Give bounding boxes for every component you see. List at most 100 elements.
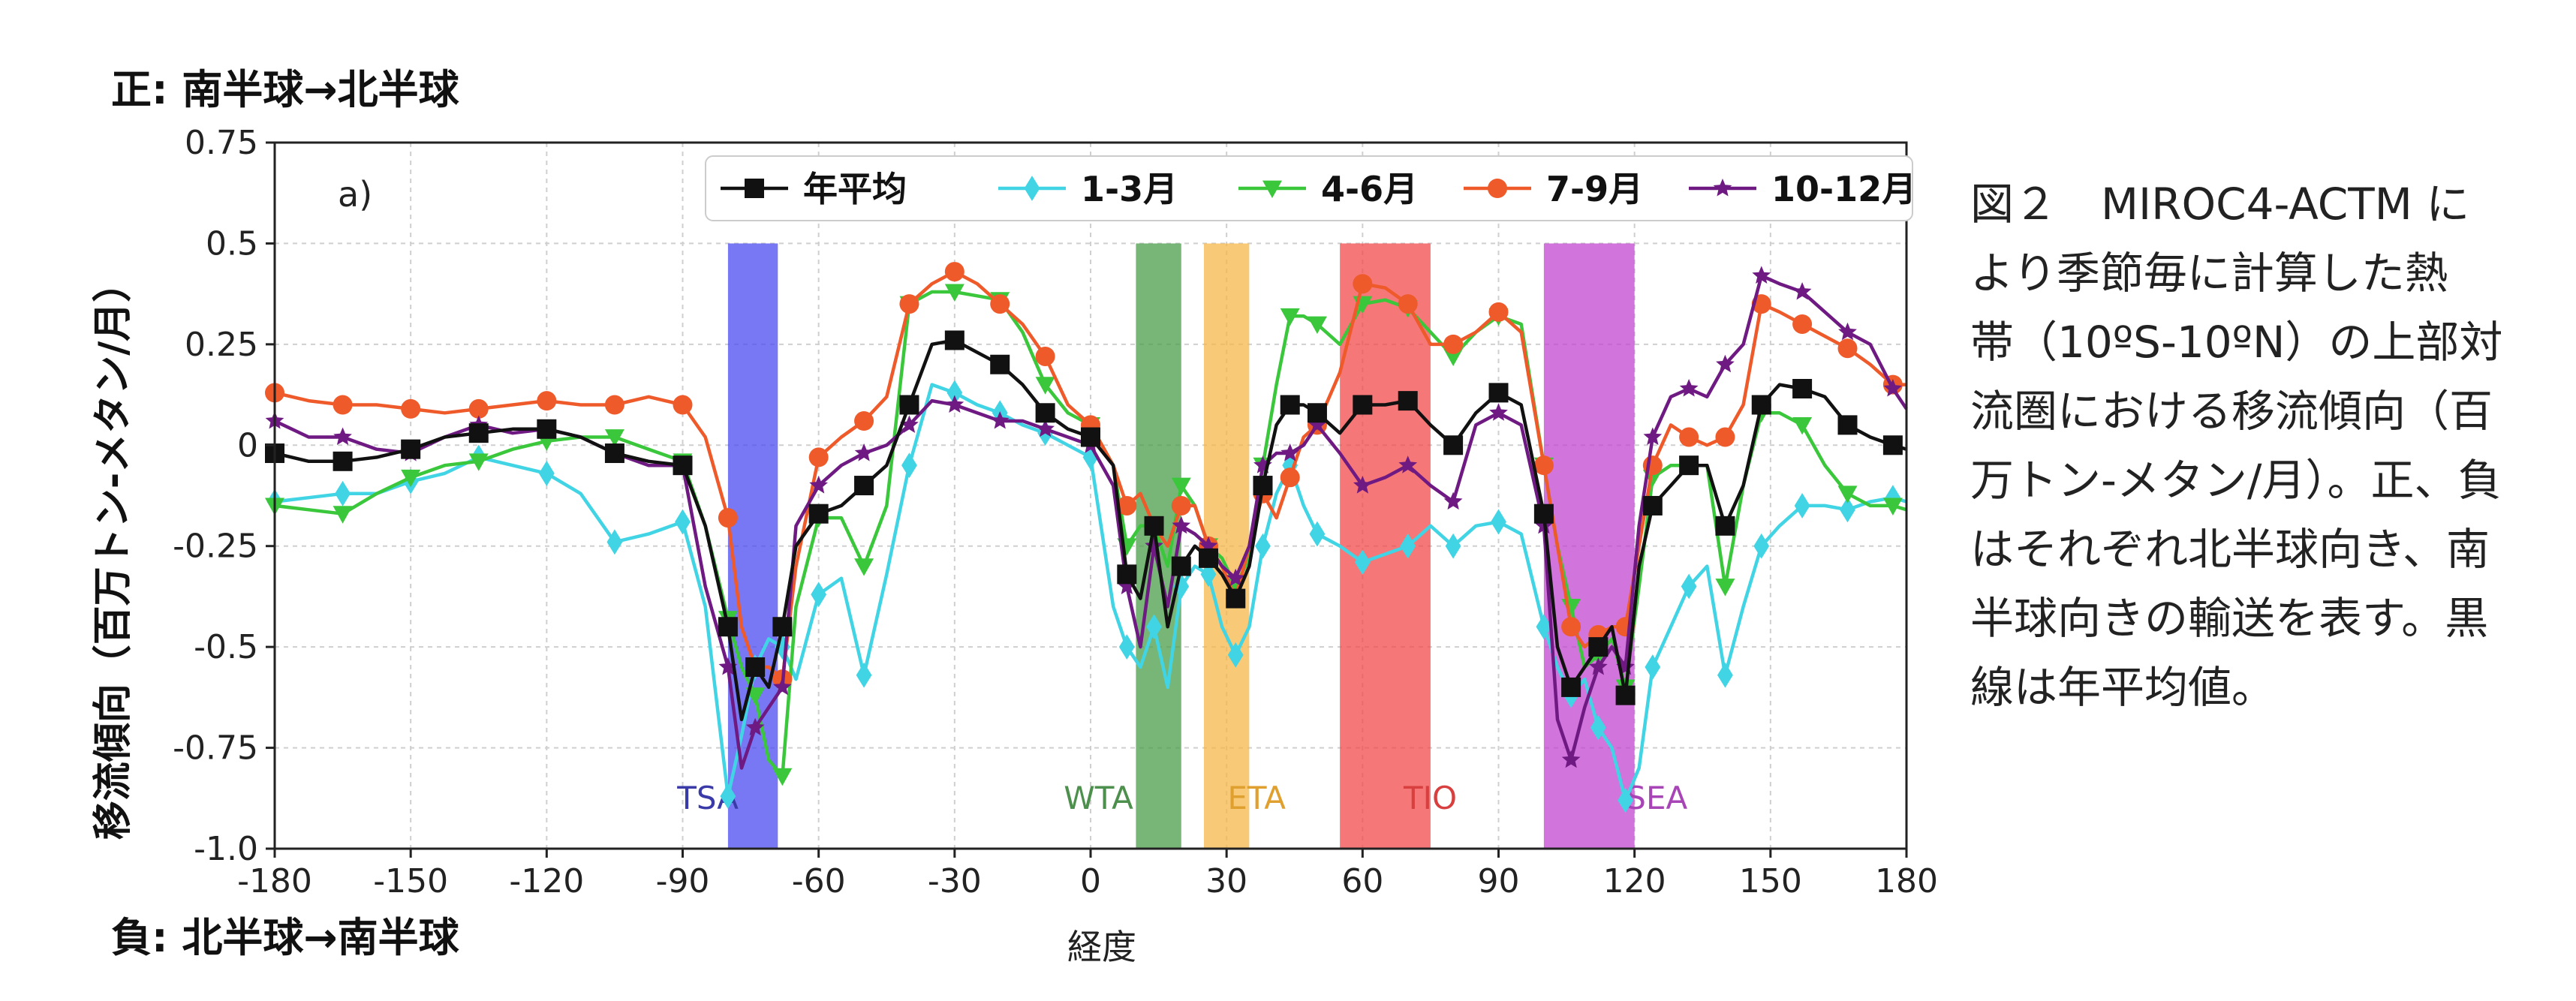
data-point	[811, 582, 827, 608]
negative-direction-note: 負: 北半球→南半球	[111, 914, 460, 961]
data-point	[1488, 383, 1509, 403]
data-point	[1561, 677, 1581, 697]
data-point	[990, 354, 1010, 374]
legend-label: 4-6月	[1321, 169, 1418, 209]
data-point	[1354, 549, 1371, 576]
data-point	[1753, 533, 1770, 559]
data-point	[773, 677, 792, 696]
data-point	[604, 395, 624, 415]
data-point	[673, 455, 693, 476]
data-point	[1882, 497, 1903, 516]
series-line-3	[274, 269, 1906, 681]
data-point	[1117, 495, 1137, 516]
data-point	[468, 453, 489, 471]
data-point	[1173, 573, 1190, 600]
data-point	[718, 617, 738, 637]
data-point	[1751, 395, 1771, 415]
data-point	[1533, 455, 1554, 476]
y-axis-label: 移流傾向（百万トン-メタン/月）	[91, 263, 136, 840]
caption-line: 図２ MIROC4-ACTM に	[1970, 179, 2470, 230]
x-tick-label: 120	[1603, 862, 1666, 900]
x-tick-label: -180	[237, 862, 312, 900]
legend-box	[705, 155, 1913, 221]
legend-marker	[1262, 180, 1282, 198]
data-point	[1118, 634, 1135, 660]
data-point	[772, 768, 793, 786]
legend-marker	[745, 179, 764, 198]
data-point	[1561, 750, 1581, 768]
data-point	[1489, 403, 1508, 421]
data-point	[901, 452, 917, 479]
data-point	[1200, 561, 1217, 588]
figure-caption: 図２ MIROC4-ACTM に より季節毎に計算した熱 帯（10ºS-10ºN…	[1970, 170, 2556, 722]
data-point	[1036, 419, 1055, 437]
data-point	[1443, 348, 1464, 366]
data-point	[1445, 533, 1461, 559]
series-line-1	[274, 383, 1907, 802]
caption-line: より季節毎に計算した熱	[1970, 248, 2448, 299]
data-point	[1353, 476, 1372, 494]
data-point	[1035, 403, 1055, 423]
data-point	[1398, 455, 1418, 473]
data-point	[537, 391, 557, 411]
data-point	[1588, 637, 1608, 657]
data-point	[673, 395, 693, 415]
data-point	[1645, 654, 1661, 680]
data-point	[1308, 415, 1327, 433]
panel-label: a)	[338, 174, 372, 215]
x-tick-label: 150	[1739, 862, 1802, 900]
data-point	[401, 439, 421, 459]
data-point	[718, 508, 738, 528]
data-point	[1681, 573, 1697, 600]
data-point	[468, 398, 489, 419]
data-point	[401, 469, 421, 488]
series-line-4	[274, 274, 1908, 770]
data-point	[401, 398, 421, 419]
data-point	[1837, 338, 1858, 359]
data-point	[1307, 403, 1327, 423]
data-point	[854, 411, 874, 431]
data-point	[745, 717, 765, 736]
data-point	[1792, 314, 1813, 334]
data-point	[604, 443, 624, 464]
data-point	[675, 509, 691, 535]
data-point	[1280, 395, 1300, 415]
caption-line: 万トン-メタン/月）。正、負	[1970, 455, 2502, 506]
data-point	[1715, 579, 1735, 597]
data-point	[945, 395, 964, 413]
data-point	[854, 443, 874, 461]
data-point	[1280, 308, 1300, 326]
data-point	[1643, 427, 1663, 445]
legend-marker	[1024, 176, 1040, 201]
data-point	[900, 415, 919, 433]
positive-direction-note: 正: 南半球→北半球	[111, 66, 460, 113]
data-point	[335, 480, 351, 507]
data-point	[333, 451, 353, 471]
data-point	[1590, 714, 1606, 741]
data-point	[1533, 504, 1554, 524]
data-point	[1679, 455, 1699, 476]
data-point	[944, 284, 964, 302]
data-point	[1752, 266, 1771, 284]
data-point	[538, 461, 555, 486]
data-point	[1353, 274, 1373, 294]
legend-label: 10-12月	[1771, 169, 1916, 209]
data-point	[1280, 467, 1300, 488]
data-point	[1561, 617, 1581, 637]
data-point	[1882, 435, 1903, 455]
data-point	[537, 419, 557, 439]
caption-line: 帯（10ºS-10ºN）の上部対	[1970, 317, 2503, 368]
data-point	[1144, 516, 1164, 536]
x-tick-label: -120	[509, 862, 584, 900]
x-tick-label: 30	[1205, 862, 1247, 900]
data-point	[1307, 316, 1327, 334]
x-tick-label: -30	[928, 862, 982, 900]
data-point	[1615, 685, 1636, 705]
x-tick-label: 60	[1341, 862, 1383, 900]
data-point	[1883, 379, 1903, 397]
y-tick-label: 0.75	[185, 124, 258, 162]
region-label-eta: ETA	[1227, 780, 1286, 816]
data-point	[990, 411, 1010, 429]
data-point	[1226, 588, 1246, 609]
data-point	[1172, 516, 1191, 534]
